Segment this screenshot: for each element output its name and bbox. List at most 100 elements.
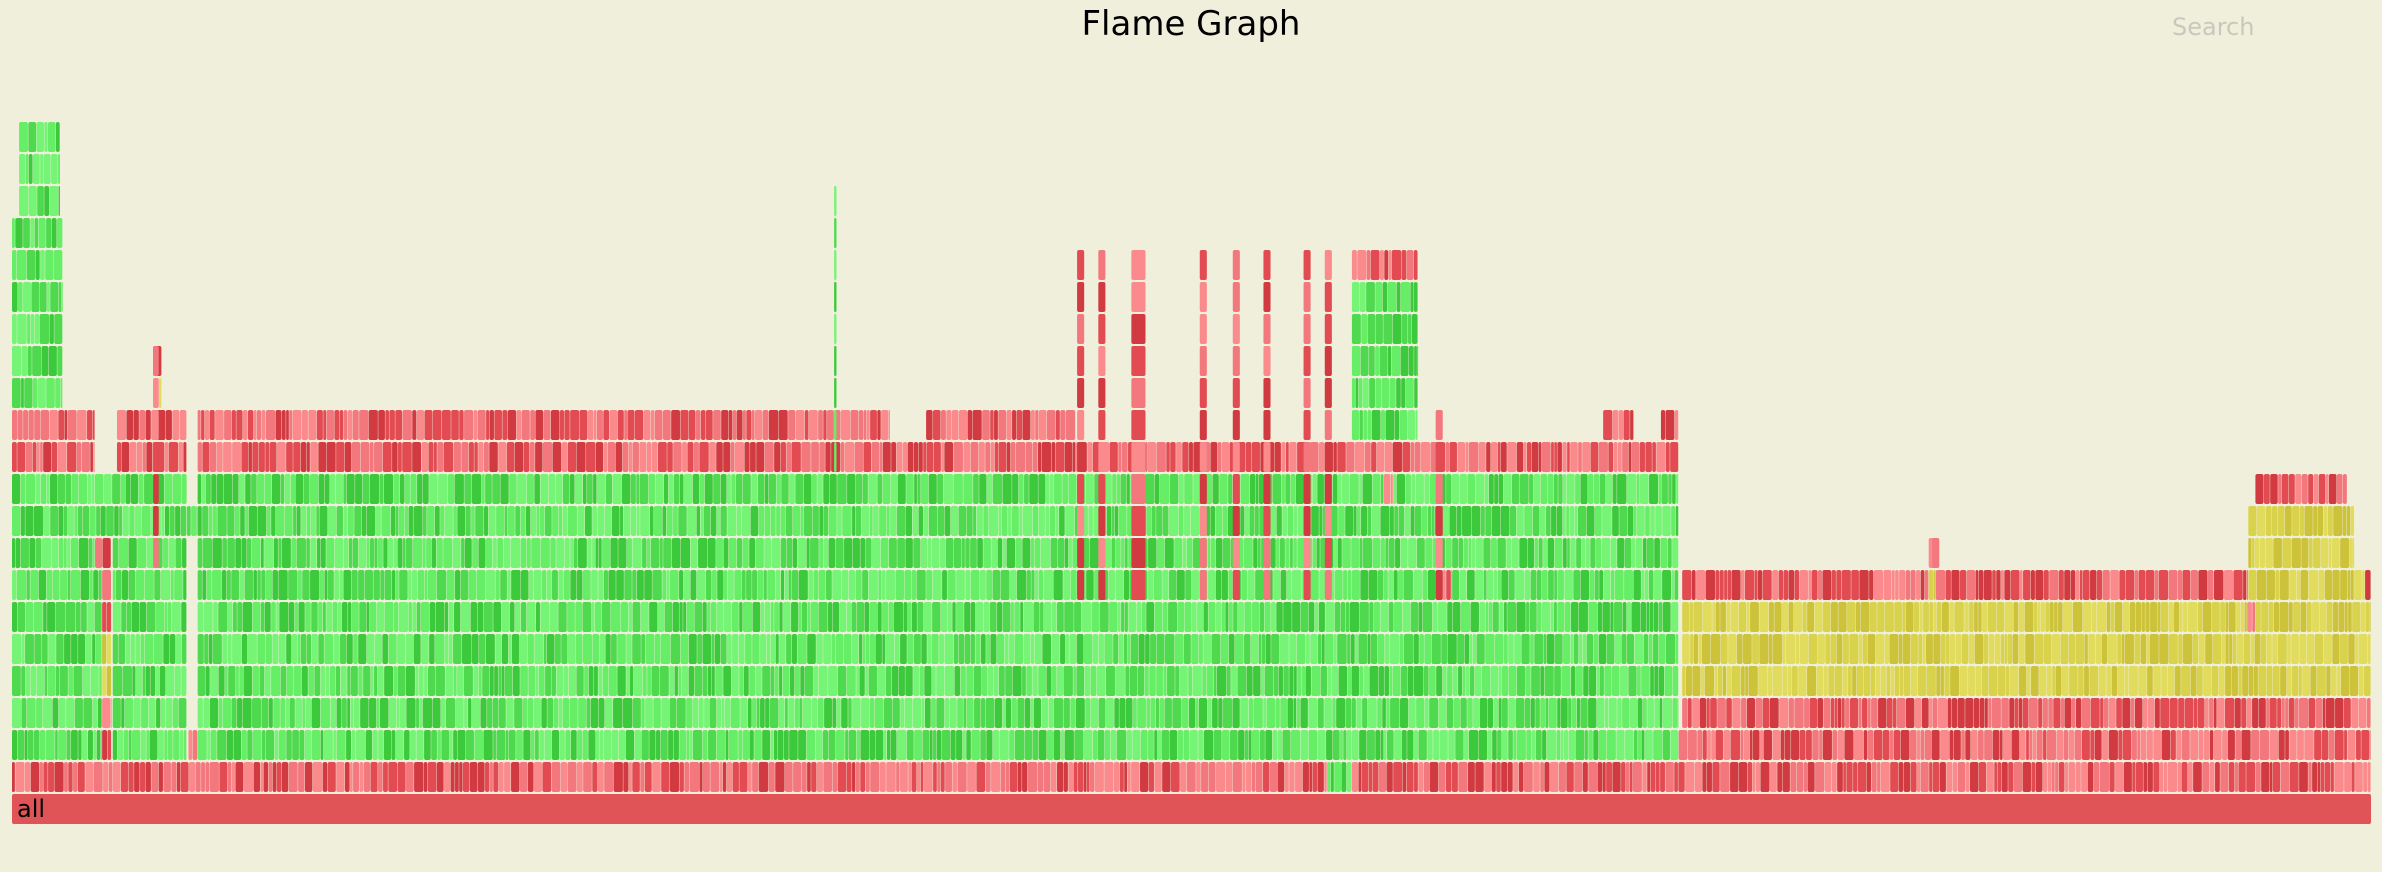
frame-d7[interactable] xyxy=(380,570,385,600)
frame-d12[interactable] xyxy=(866,410,870,440)
frame-d5[interactable] xyxy=(2182,634,2193,664)
frame-d1[interactable] xyxy=(1154,762,1162,792)
frame-d7[interactable] xyxy=(2125,570,2135,600)
frame-d5[interactable] xyxy=(1534,634,1544,664)
frame-d4[interactable] xyxy=(919,666,924,696)
frame-d8[interactable] xyxy=(222,538,227,568)
frame-d3[interactable] xyxy=(1984,698,1988,728)
frame-d2[interactable] xyxy=(1290,730,1301,760)
frame-d11[interactable] xyxy=(1217,442,1222,472)
frame-d6[interactable] xyxy=(2273,602,2279,632)
frame-d11[interactable] xyxy=(913,442,919,472)
frame-d10[interactable] xyxy=(953,474,963,504)
frame-d2[interactable] xyxy=(1427,730,1433,760)
frame-d1[interactable] xyxy=(1978,762,1987,792)
frame-d3[interactable] xyxy=(422,698,433,728)
frame-d10[interactable] xyxy=(1563,474,1566,504)
frame-d7[interactable] xyxy=(2134,570,2139,600)
frame-d2[interactable] xyxy=(2190,730,2199,760)
frame-d11[interactable] xyxy=(1465,442,1469,472)
frame-d7[interactable] xyxy=(2102,570,2110,600)
frame-d4[interactable] xyxy=(2167,666,2175,696)
frame-d9[interactable] xyxy=(1008,506,1012,536)
frame-d11[interactable] xyxy=(941,442,944,472)
tower-4-frame[interactable] xyxy=(1131,474,1146,504)
frame-d3[interactable] xyxy=(1672,698,1678,728)
frame-d3[interactable] xyxy=(121,698,125,728)
frame-d10[interactable] xyxy=(2313,474,2319,504)
frame-d3[interactable] xyxy=(1706,698,1710,728)
frame-d1[interactable] xyxy=(2042,762,2048,792)
tower-5-frame[interactable] xyxy=(1199,538,1207,568)
frame-d1[interactable] xyxy=(1402,762,1407,792)
frame-d7[interactable] xyxy=(339,570,343,600)
frame-d1[interactable] xyxy=(1148,762,1155,792)
frame-d3[interactable] xyxy=(641,698,645,728)
frame-d6[interactable] xyxy=(1325,602,1335,632)
frame-d10[interactable] xyxy=(1029,474,1038,504)
frame-d4[interactable] xyxy=(1474,666,1482,696)
frame-d7[interactable] xyxy=(652,570,662,600)
frame-d7[interactable] xyxy=(2096,570,2103,600)
frame-d4[interactable] xyxy=(1413,666,1424,696)
frame-d5[interactable] xyxy=(823,634,831,664)
frame-d10[interactable] xyxy=(829,474,837,504)
frame-d4[interactable] xyxy=(2291,666,2299,696)
frame-d8[interactable] xyxy=(1072,538,1078,568)
frame-d4[interactable] xyxy=(538,666,545,696)
frame-d1[interactable] xyxy=(661,762,670,792)
frame-d2[interactable] xyxy=(845,730,849,760)
frame-d6[interactable] xyxy=(1410,602,1419,632)
frame-d9[interactable] xyxy=(361,506,367,536)
frame-d2[interactable] xyxy=(2213,730,2222,760)
frame-d2[interactable] xyxy=(1575,730,1585,760)
frame-d4[interactable] xyxy=(774,666,779,696)
frame-d7[interactable] xyxy=(2177,570,2183,600)
frame-d6[interactable] xyxy=(1731,602,1739,632)
frame-d1[interactable] xyxy=(583,762,592,792)
frame-d8[interactable] xyxy=(70,538,79,568)
frame-d3[interactable] xyxy=(2225,698,2235,728)
frame-d4[interactable] xyxy=(1090,666,1097,696)
frame-d7[interactable] xyxy=(38,570,47,600)
frame-d10[interactable] xyxy=(789,474,795,504)
root-frame[interactable]: all xyxy=(12,794,2371,824)
frame-d7[interactable] xyxy=(1641,570,1645,600)
frame-d6[interactable] xyxy=(601,602,611,632)
frame-d4[interactable] xyxy=(435,666,445,696)
frame-d5[interactable] xyxy=(1495,634,1504,664)
frame-d3[interactable] xyxy=(1005,698,1012,728)
frame-d7[interactable] xyxy=(30,570,39,600)
frame-d4[interactable] xyxy=(1700,666,1705,696)
frame-d12[interactable] xyxy=(858,410,864,440)
frame-d5[interactable] xyxy=(1389,634,1400,664)
frame-d7[interactable] xyxy=(1831,570,1836,600)
frame-d2[interactable] xyxy=(1259,730,1265,760)
frame-d2[interactable] xyxy=(2102,730,2109,760)
frame-d6[interactable] xyxy=(1184,602,1192,632)
frame-d3[interactable] xyxy=(1502,698,1508,728)
frame-d6[interactable] xyxy=(2091,602,2097,632)
frame-d9[interactable] xyxy=(2277,506,2285,536)
frame-d9[interactable] xyxy=(2292,506,2300,536)
frame-d4[interactable] xyxy=(1073,666,1076,696)
frame-d2[interactable] xyxy=(1464,730,1469,760)
frame-d3[interactable] xyxy=(141,698,148,728)
frame-d11[interactable] xyxy=(402,442,412,472)
frame-d10[interactable] xyxy=(46,474,50,504)
frame-d11[interactable] xyxy=(561,442,568,472)
frame-d1[interactable] xyxy=(1341,762,1347,792)
frame-d2[interactable] xyxy=(1375,730,1381,760)
frame-d11[interactable] xyxy=(421,442,428,472)
frame-d10[interactable] xyxy=(1617,474,1627,504)
frame-d2[interactable] xyxy=(2140,730,2147,760)
frame-d9[interactable] xyxy=(823,506,829,536)
frame-d4[interactable] xyxy=(1137,666,1145,696)
frame-d11[interactable] xyxy=(433,442,437,472)
frame-d5[interactable] xyxy=(543,634,547,664)
frame-d2[interactable] xyxy=(565,730,571,760)
frame-d1[interactable] xyxy=(235,762,244,792)
frame-d12[interactable] xyxy=(721,410,729,440)
frame-d2[interactable] xyxy=(87,730,93,760)
frame-d1[interactable] xyxy=(1755,762,1760,792)
